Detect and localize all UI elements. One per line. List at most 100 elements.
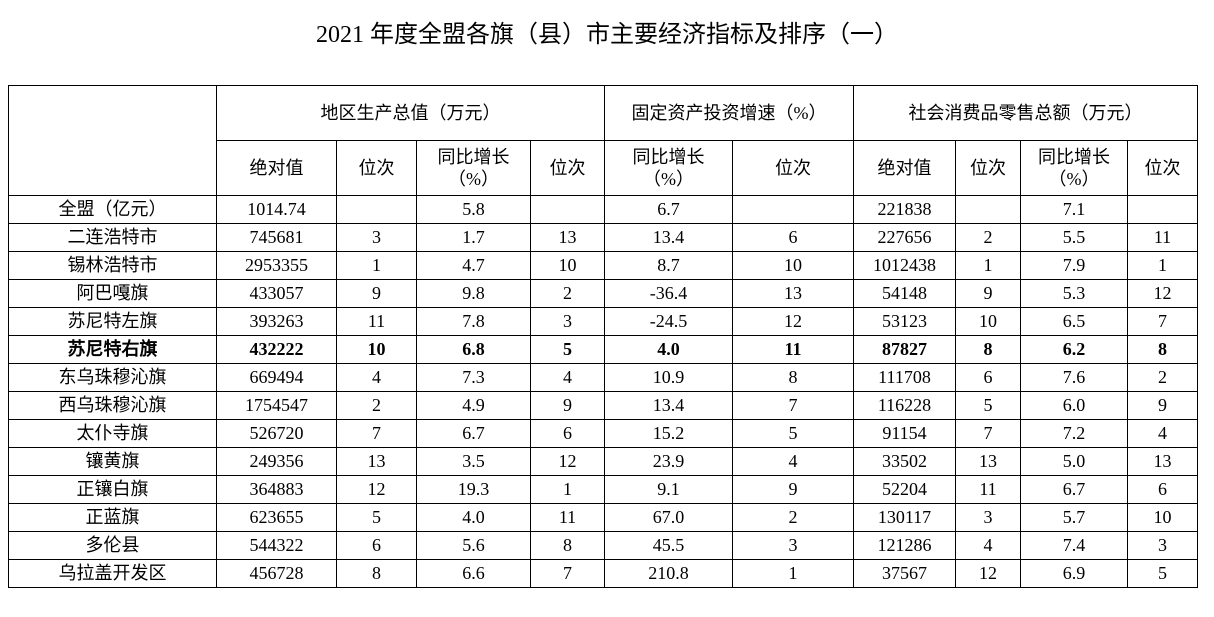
value-cell: 364883 (216, 475, 337, 504)
value-cell: 1014.74 (216, 195, 337, 224)
value-cell: 4.9 (416, 391, 531, 420)
sub-header-line: 同比增长 (1038, 147, 1110, 167)
region-cell: 乌拉盖开发区 (8, 559, 217, 588)
value-cell: 1754547 (216, 391, 337, 420)
value-cell: 7.2 (1020, 419, 1128, 448)
value-cell: 6.7 (1020, 475, 1128, 504)
value-cell: 11 (336, 307, 417, 336)
value-cell: 1012438 (853, 251, 956, 280)
data-row: 全盟（亿元） 1014.74 5.8 6.7 221838 7.1 (8, 195, 1198, 224)
sub-header-line: （%） (643, 169, 694, 189)
value-cell: 23.9 (604, 447, 733, 476)
value-cell: 432222 (216, 335, 337, 364)
value-cell: 1 (732, 559, 854, 588)
value-cell: 52204 (853, 475, 956, 504)
value-cell: 13 (955, 447, 1021, 476)
value-cell: 7 (1127, 307, 1198, 336)
sub-header: 位次 (732, 140, 854, 196)
value-cell: 393263 (216, 307, 337, 336)
value-cell: 433057 (216, 279, 337, 308)
value-cell: 544322 (216, 531, 337, 560)
sub-header: 同比增长 （%） (416, 140, 531, 196)
value-cell: 7.8 (416, 307, 531, 336)
value-cell: 5 (336, 503, 417, 532)
sub-header: 绝对值 (216, 140, 337, 196)
value-cell: 6.6 (416, 559, 531, 588)
value-cell: 1 (955, 251, 1021, 280)
value-cell: 11 (1127, 223, 1198, 252)
value-cell: 2 (955, 223, 1021, 252)
value-cell: 11 (732, 335, 854, 364)
group-header: 固定资产投资增速（%） (604, 85, 854, 141)
value-cell: 2 (530, 279, 605, 308)
value-cell: 91154 (853, 419, 956, 448)
region-cell: 东乌珠穆沁旗 (8, 363, 217, 392)
value-cell: 3 (732, 531, 854, 560)
data-row: 太仆寺旗 526720 7 6.7 6 15.2 5 91154 7 7.2 4 (8, 419, 1198, 448)
region-cell: 苏尼特右旗 (8, 335, 217, 364)
value-cell: 5.8 (416, 195, 531, 224)
value-cell: 9 (732, 475, 854, 504)
region-cell: 锡林浩特市 (8, 251, 217, 280)
table: 地区生产总值（万元） 固定资产投资增速（%） 社会消费品零售总额（万元） 绝对值 位次同… (8, 85, 1198, 588)
value-cell: 87827 (853, 335, 956, 364)
data-row: 锡林浩特市 2953355 1 4.7 10 8.7 10 1012438 1 7.9 1 (8, 251, 1198, 280)
value-cell: 12 (955, 559, 1021, 588)
sub-header: 位次 (530, 140, 605, 196)
value-cell: 13 (732, 279, 854, 308)
value-cell (732, 195, 854, 224)
value-cell (955, 195, 1021, 224)
value-cell: 1.7 (416, 223, 531, 252)
value-cell: 249356 (216, 447, 337, 476)
value-cell: 37567 (853, 559, 956, 588)
value-cell: 2 (1127, 363, 1198, 392)
sub-header: 位次 (1127, 140, 1198, 196)
data-row: 西乌珠穆沁旗 1754547 2 4.9 9 13.4 7 116228 5 6.0 9 (8, 391, 1198, 420)
value-cell: 13 (1127, 447, 1198, 476)
value-cell: 3 (336, 223, 417, 252)
value-cell: 9 (336, 279, 417, 308)
value-cell: 6 (732, 223, 854, 252)
value-cell: 8 (336, 559, 417, 588)
value-cell: 54148 (853, 279, 956, 308)
region-cell: 二连浩特市 (8, 223, 217, 252)
region-cell: 阿巴嘎旗 (8, 279, 217, 308)
value-cell: 10.9 (604, 363, 733, 392)
data-row: 二连浩特市 745681 3 1.7 13 13.4 6 227656 2 5.5 11 (8, 223, 1198, 252)
value-cell: 623655 (216, 503, 337, 532)
header-row: 地区生产总值（万元） 固定资产投资增速（%） 社会消费品零售总额（万元） (8, 85, 1198, 196)
value-cell: 8 (732, 363, 854, 392)
value-cell: 12 (1127, 279, 1198, 308)
value-cell: 5 (732, 419, 854, 448)
value-cell (1127, 195, 1198, 224)
data-row: 乌拉盖开发区 456728 8 6.6 7 210.8 1 37567 12 6.9 5 (8, 559, 1198, 588)
data-row: 苏尼特左旗 393263 11 7.8 3 -24.5 12 53123 10 6.5 7 (8, 307, 1198, 336)
data-row: 镶黄旗 249356 13 3.5 12 23.9 4 33502 13 5.0 13 (8, 447, 1198, 476)
sub-header: 位次 (955, 140, 1021, 196)
value-cell: 4.0 (416, 503, 531, 532)
value-cell: 2 (336, 391, 417, 420)
value-cell: 5.5 (1020, 223, 1128, 252)
region-cell: 正镶白旗 (8, 475, 217, 504)
data-row: 东乌珠穆沁旗 669494 4 7.3 4 10.9 8 111708 6 7.6 2 (8, 363, 1198, 392)
value-cell: 5 (955, 391, 1021, 420)
value-cell: 227656 (853, 223, 956, 252)
value-cell (530, 195, 605, 224)
value-cell: 12 (530, 447, 605, 476)
value-cell: 6.0 (1020, 391, 1128, 420)
value-cell: 3 (1127, 531, 1198, 560)
value-cell: 130117 (853, 503, 956, 532)
value-cell: 3 (530, 307, 605, 336)
data-row: 正蓝旗 623655 5 4.0 11 67.0 2 130117 3 5.7 10 (8, 503, 1198, 532)
value-cell: 456728 (216, 559, 337, 588)
value-cell: 15.2 (604, 419, 733, 448)
group-header: 社会消费品零售总额（万元） (853, 85, 1198, 141)
sub-header-line: 同比增长 (437, 147, 510, 167)
sub-header-line: 同比增长 (632, 147, 705, 167)
value-cell: 67.0 (604, 503, 733, 532)
value-cell: 4.0 (604, 335, 733, 364)
region-cell: 镶黄旗 (8, 447, 217, 476)
data-row: 苏尼特右旗 432222 10 6.8 5 4.0 11 87827 8 6.2 8 (8, 335, 1198, 364)
value-cell: 11 (955, 475, 1021, 504)
value-cell: -24.5 (604, 307, 733, 336)
